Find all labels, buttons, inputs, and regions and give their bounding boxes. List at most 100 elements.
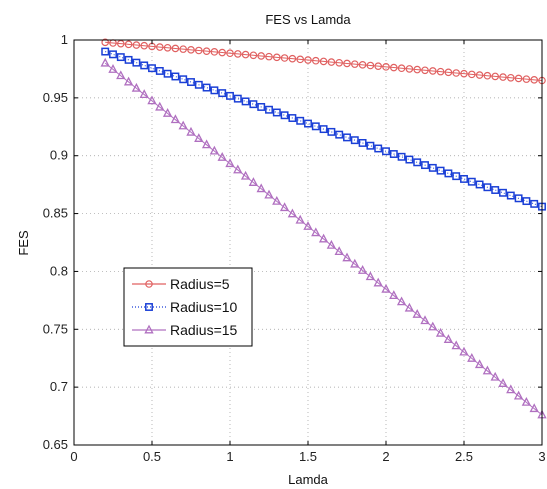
data-point [279, 202, 290, 212]
data-point [162, 108, 173, 117]
data-point [272, 108, 281, 117]
data-point [295, 214, 305, 224]
data-point [131, 82, 142, 92]
data-point [303, 221, 313, 230]
x-tick-label: 2 [382, 449, 389, 464]
data-point [498, 378, 508, 387]
data-point [202, 83, 211, 92]
data-point [234, 50, 242, 58]
data-point [335, 58, 344, 67]
legend-label: Radius=15 [170, 322, 238, 338]
data-point [483, 183, 492, 192]
series-layer [100, 38, 547, 419]
data-point [499, 73, 507, 81]
data-point [428, 321, 438, 331]
data-point [373, 277, 383, 287]
x-tick-label: 2.5 [455, 449, 473, 464]
data-point [343, 133, 351, 142]
grid-layer [74, 40, 542, 445]
y-axis-title: FES [16, 230, 31, 256]
data-point [421, 66, 429, 75]
y-tick-label: 0.9 [50, 148, 68, 163]
data-point [405, 65, 414, 73]
x-tick-label: 0.5 [143, 449, 161, 464]
data-point [490, 371, 500, 381]
data-point [319, 57, 328, 66]
data-point [209, 145, 220, 155]
data-point [108, 64, 118, 73]
data-point [444, 68, 453, 77]
data-point [467, 177, 476, 186]
data-point [506, 191, 515, 200]
data-point [187, 46, 195, 54]
data-point [179, 75, 188, 84]
series-line [105, 51, 543, 208]
data-point [280, 54, 289, 62]
data-point [483, 71, 492, 80]
data-point [170, 114, 181, 124]
data-point [358, 61, 367, 69]
data-point [210, 86, 219, 95]
data-point [428, 67, 437, 75]
data-point [202, 47, 211, 55]
data-point [374, 144, 383, 153]
data-point [155, 67, 164, 75]
data-point [194, 80, 203, 89]
data-point [428, 163, 437, 172]
data-point [140, 61, 149, 70]
data-point [374, 62, 383, 70]
legend-label: Radius=5 [170, 276, 230, 292]
data-point [171, 44, 180, 53]
data-point [257, 52, 266, 60]
series-2 [101, 47, 546, 211]
data-point [186, 126, 196, 136]
data-point [272, 53, 281, 62]
legend-marker [145, 303, 153, 311]
legend-marker [145, 280, 153, 288]
y-tick-label: 0.85 [43, 206, 68, 221]
legend-item: Radius=5 [132, 276, 230, 292]
data-point [530, 199, 539, 208]
data-point [210, 48, 219, 56]
legend-item: Radius=15 [132, 322, 238, 338]
data-point [101, 38, 110, 47]
data-point [241, 97, 250, 106]
data-point [389, 63, 398, 72]
data-point [148, 64, 156, 73]
y-tick-label: 0.95 [43, 90, 68, 105]
series-3 [100, 57, 547, 419]
data-point [248, 177, 259, 186]
data-point [513, 390, 524, 400]
data-point [382, 63, 390, 71]
data-point [265, 52, 273, 61]
data-point [124, 40, 133, 49]
data-point [522, 197, 531, 206]
data-point [218, 89, 227, 98]
data-point [334, 246, 344, 256]
data-point [522, 75, 531, 83]
data-point [100, 57, 110, 67]
data-point [296, 55, 305, 64]
data-point [460, 174, 468, 183]
data-point [155, 101, 165, 111]
data-point [319, 125, 328, 134]
data-point [474, 359, 485, 369]
data-point [225, 158, 235, 168]
tick-layer: 0 0.5 1 1.5 2 2.5 3 0.65 0.7 0.75 0.8 0.85 0.9 0.95 1 [43, 32, 546, 464]
data-point [335, 130, 344, 139]
data-point [187, 78, 195, 86]
data-point [460, 69, 468, 78]
data-point [140, 41, 149, 50]
x-tick-label: 0 [70, 449, 77, 464]
data-point [296, 116, 305, 125]
data-point [404, 302, 415, 312]
data-point [241, 50, 250, 59]
data-point [116, 53, 125, 62]
data-point [194, 133, 204, 142]
data-point [311, 56, 320, 65]
data-point [452, 172, 461, 181]
data-point [280, 111, 289, 120]
data-point [342, 252, 352, 262]
data-point [139, 89, 149, 99]
